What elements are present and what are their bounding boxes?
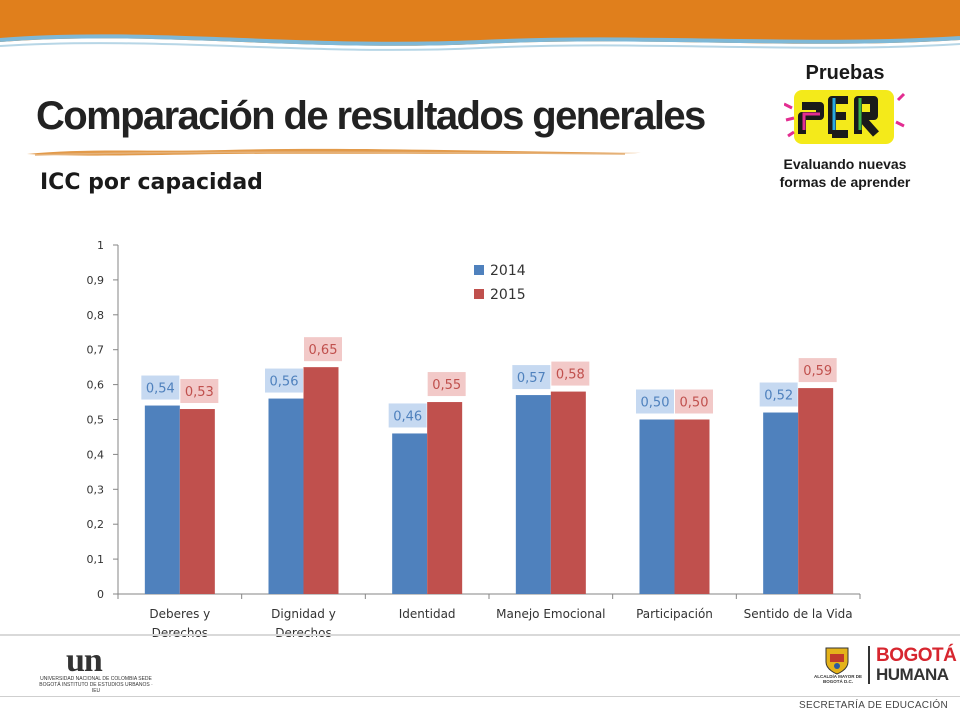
data-label: 0,55 xyxy=(432,378,461,393)
pruebas-tagline-1: Evaluando nuevas xyxy=(783,156,907,172)
bar-2014 xyxy=(763,412,799,594)
x-tick-label: Manejo Emocional xyxy=(496,607,605,621)
header-band xyxy=(0,0,960,62)
humana-word: HUMANA xyxy=(876,665,949,684)
legend-swatch-2014 xyxy=(474,265,484,275)
data-label: 0,59 xyxy=(803,364,832,379)
x-tick-label: Participación xyxy=(636,607,713,621)
chart-legend: 2014 2015 xyxy=(474,263,526,303)
data-label-bg xyxy=(636,389,674,414)
data-label: 0,52 xyxy=(764,389,793,404)
data-label: 0,50 xyxy=(680,396,709,411)
x-tick-label: Identidad xyxy=(399,607,456,621)
x-tick-label: Sentido de la Vida xyxy=(744,607,853,621)
y-tick-label: 0,4 xyxy=(87,448,105,461)
data-label: 0,54 xyxy=(146,382,175,397)
y-tick-label: 0,6 xyxy=(87,379,105,392)
bar-2014 xyxy=(144,405,180,594)
bar-2014 xyxy=(268,398,304,594)
alcaldia-text: ALCALDÍA MAYOR DE BOGOTÁ D.C. xyxy=(814,674,862,684)
y-tick-label: 0,5 xyxy=(87,414,105,427)
data-label-bg xyxy=(551,361,590,386)
bar-2014 xyxy=(515,395,551,594)
bars xyxy=(144,367,834,594)
data-label-bg xyxy=(675,389,713,414)
bogota-humana-logo: ALCALDÍA MAYOR DE BOGOTÁ D.C. BOGOTÁ HUM… xyxy=(814,644,957,690)
y-tick-label: 0,2 xyxy=(87,518,105,531)
data-label: 0,53 xyxy=(185,385,214,400)
y-tick-label: 0,8 xyxy=(87,309,105,322)
x-tick-label: Dignidad y Derechos xyxy=(271,607,336,640)
data-label-bg xyxy=(427,372,466,397)
y-axis: 0 0,1 0,2 0,3 0,4 0,5 0,6 0,7 0,8 0,9 1 xyxy=(87,239,119,601)
bar-2014 xyxy=(392,433,428,594)
pruebas-tagline-2: formas de aprender xyxy=(779,174,911,190)
y-tick-label: 0,9 xyxy=(87,274,105,287)
x-tick-label: Deberes y Derechos xyxy=(149,607,210,640)
bar-2015 xyxy=(303,367,339,594)
secretaria-label: SECRETARÍA DE EDUCACIÓN xyxy=(799,700,948,711)
data-label: 0,58 xyxy=(556,368,585,383)
data-label: 0,65 xyxy=(309,343,338,358)
data-label: 0,46 xyxy=(393,409,422,424)
bar-2015 xyxy=(179,409,215,594)
footer-divider xyxy=(0,634,960,636)
legend-swatch-2015 xyxy=(474,289,484,299)
data-label-bg xyxy=(141,375,180,400)
bar-2014 xyxy=(639,419,675,594)
data-label-bg xyxy=(759,382,798,407)
pruebas-ser-logo: Pruebas Evaluando nuevas formas de apren… xyxy=(770,58,920,198)
data-label-bg xyxy=(388,403,427,428)
title-underline xyxy=(27,148,641,156)
data-label-bg xyxy=(304,337,342,362)
y-tick-label: 0,1 xyxy=(87,553,105,566)
bogota-shield-icon xyxy=(825,647,849,675)
un-logo: un UNIVERSIDAD NACIONAL DE COLOMBIA SEDE… xyxy=(36,642,156,695)
footer-divider-bottom xyxy=(0,696,960,697)
un-mark: un xyxy=(66,642,103,679)
y-tick-label: 0,7 xyxy=(87,344,105,357)
y-tick-label: 0 xyxy=(97,588,104,601)
bar-2015 xyxy=(550,391,586,594)
data-label: 0,56 xyxy=(270,375,299,390)
data-label-bg xyxy=(180,379,219,404)
y-tick-label: 1 xyxy=(97,239,104,252)
bar-2015 xyxy=(427,402,463,594)
header-wave xyxy=(0,34,960,62)
data-label: 0,57 xyxy=(517,371,546,386)
ser-wordmark xyxy=(784,90,906,144)
data-label-bg xyxy=(265,368,303,393)
legend-label: 2015 xyxy=(490,287,526,303)
data-label-bg xyxy=(798,358,837,383)
x-axis: Deberes y Derechos Dignidad y Derechos Ident… xyxy=(117,593,861,640)
data-labels: 0,54 0,56 0,46 0,57 0,50 0,52 0,53 0,65 0,55 0,58… xyxy=(141,337,837,428)
bar-2015 xyxy=(798,388,834,594)
bogota-divider xyxy=(868,646,870,684)
bogota-word: BOGOTÁ xyxy=(876,645,957,666)
bar-2015 xyxy=(674,419,710,594)
pruebas-label: Pruebas xyxy=(805,62,885,84)
y-tick-label: 0,3 xyxy=(87,483,105,496)
slide-subtitle: ICC por capacidad xyxy=(40,170,263,195)
legend-label: 2014 xyxy=(490,263,526,279)
data-label-bg xyxy=(512,365,551,390)
data-label: 0,50 xyxy=(641,396,670,411)
un-institution-text: UNIVERSIDAD NACIONAL DE COLOMBIA SEDE BO… xyxy=(39,676,153,694)
slide-title: Comparación de resultados generales xyxy=(36,94,706,138)
